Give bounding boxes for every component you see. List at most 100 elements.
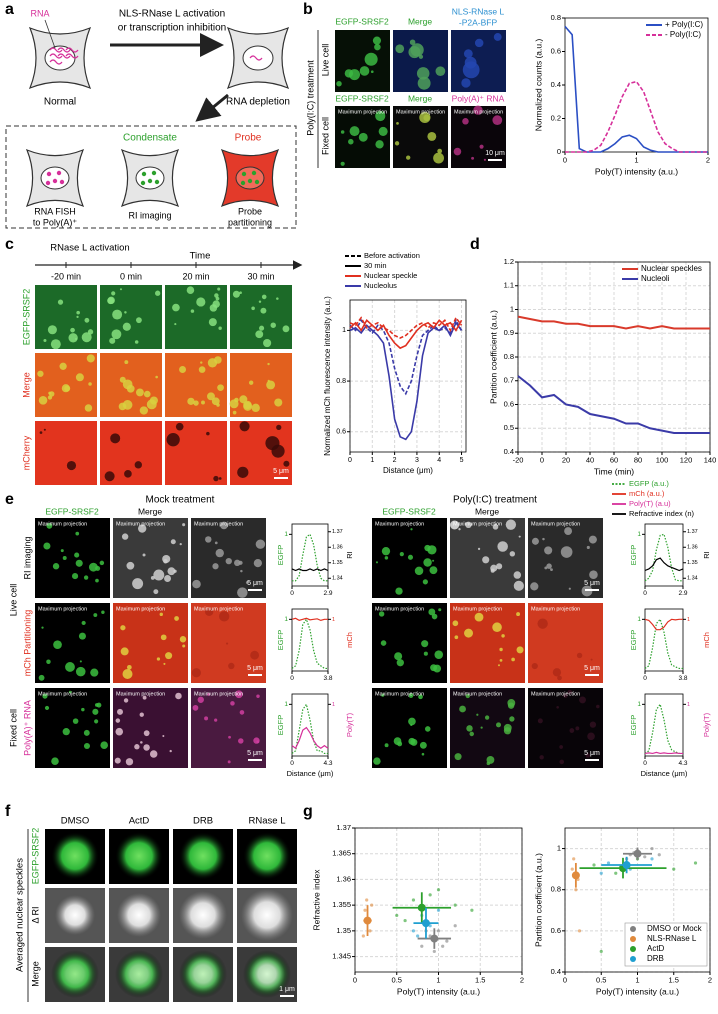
micrograph <box>230 285 292 349</box>
micrograph-spot <box>462 118 469 125</box>
label: 5 μm <box>247 580 263 587</box>
scatter-point <box>363 908 367 912</box>
micrograph-spot <box>464 628 474 638</box>
micrograph-spot <box>458 528 461 531</box>
label: Merge <box>138 506 162 516</box>
micrograph-spot <box>575 726 580 731</box>
micrograph-spot <box>51 757 59 765</box>
rna-strand <box>249 55 263 61</box>
panel-label: b <box>303 1 313 18</box>
series-line <box>291 618 328 670</box>
series-line <box>517 315 710 330</box>
x-axis-label: Time (min) <box>594 466 634 476</box>
y-axis-label: Partition coefficient (a.u.) <box>533 853 543 947</box>
micrograph-spot <box>190 309 195 313</box>
y-tick-label: 1 <box>284 531 288 538</box>
micrograph-spot <box>192 704 199 711</box>
micrograph-spot <box>100 741 109 750</box>
series-line <box>291 568 329 572</box>
mean-point <box>622 861 631 870</box>
micrograph-spot <box>271 444 285 458</box>
micrograph-spot <box>421 640 429 648</box>
micrograph-spot <box>282 325 290 333</box>
micrograph-spot <box>454 753 462 761</box>
label: RNA <box>30 8 49 18</box>
micrograph-spot <box>370 70 374 74</box>
label: 5 μm <box>584 580 600 587</box>
label: EGFP-SRSF2 <box>335 16 389 26</box>
micrograph-spot <box>253 558 262 568</box>
speckle-average <box>51 832 99 880</box>
micrograph-spot <box>167 567 176 576</box>
x-tick-label: 0 <box>643 675 647 682</box>
micrograph-spot <box>143 730 150 737</box>
micrograph-spot <box>418 694 423 700</box>
y2-tick-label: 1 <box>687 617 690 623</box>
micrograph-spot <box>375 110 386 122</box>
speckle <box>151 170 157 176</box>
micrograph-spot <box>117 708 123 715</box>
x-tick-label: 1 <box>635 975 639 984</box>
x-tick-label: 0 <box>290 760 294 767</box>
label: EGFP-SRSF2 <box>30 828 40 885</box>
speckle <box>147 178 153 184</box>
x-axis-label: Poly(T) intensity (a.u.) <box>397 986 480 996</box>
x-tick-label: 140 <box>704 455 717 464</box>
micrograph-spot <box>544 546 553 555</box>
label: Probe <box>238 206 262 216</box>
legend-swatch <box>630 926 636 932</box>
micrograph-spot <box>437 148 443 154</box>
micrograph-spot <box>109 337 116 344</box>
x-tick-label: 100 <box>656 455 669 464</box>
label: Fixed cell <box>320 117 330 155</box>
legend-label: Nuclear speckles <box>641 264 702 273</box>
speckle-average <box>117 893 161 937</box>
micrograph-spot <box>75 666 86 677</box>
micrograph-spot <box>124 470 132 478</box>
label: -20 min <box>51 271 81 281</box>
micrograph-spot <box>348 69 361 81</box>
label: mCh Partitioning <box>22 610 32 677</box>
micrograph-spot <box>187 397 195 405</box>
micrograph-spot <box>78 632 86 640</box>
scatter-point <box>577 929 582 933</box>
micrograph-spot <box>215 548 224 558</box>
x-tick-label: 0.5 <box>392 975 402 984</box>
panel-label: d <box>470 236 480 253</box>
y-tick-label: 1.355 <box>332 900 351 909</box>
micrograph-spot <box>358 132 368 142</box>
micrograph-spot <box>483 158 487 161</box>
micrograph-spot <box>239 395 248 404</box>
speckle <box>251 170 257 176</box>
scatter-point <box>650 846 654 851</box>
x-tick-label: 0 <box>290 675 294 682</box>
y-tick-label: 0.6 <box>551 926 561 935</box>
y-tick-label: 0.7 <box>504 376 514 385</box>
micrograph-spot <box>46 522 53 529</box>
x-tick-label: 3.8 <box>678 675 687 682</box>
micrograph-spot <box>83 742 91 750</box>
micrograph-spot <box>138 524 147 533</box>
micrograph-spot <box>134 340 139 344</box>
micrograph-spot <box>503 727 512 735</box>
micrograph-spot <box>557 675 562 681</box>
micrograph-spot <box>232 410 237 415</box>
micrograph-spot <box>463 49 473 59</box>
scatter-point <box>599 871 603 875</box>
label: Maximum projection <box>396 109 445 115</box>
micrograph-spot <box>438 608 442 612</box>
label: Maximum projection <box>38 691 87 697</box>
label: Maximum projection <box>375 606 424 612</box>
micrograph-spot <box>563 693 568 698</box>
micrograph-spot <box>119 288 123 291</box>
micrograph <box>372 688 447 768</box>
y2-tick-label: 1.36 <box>332 545 343 551</box>
x-tick-label: 1.5 <box>669 975 679 984</box>
micrograph-spot <box>465 521 472 529</box>
micrograph-spot <box>421 752 425 756</box>
label: EGFP-SRSF2 <box>382 506 436 516</box>
label: EGFP-SRSF2 <box>21 289 31 346</box>
micrograph-spot <box>542 537 545 541</box>
micrograph-spot <box>589 570 598 579</box>
label: Merge <box>408 16 432 26</box>
